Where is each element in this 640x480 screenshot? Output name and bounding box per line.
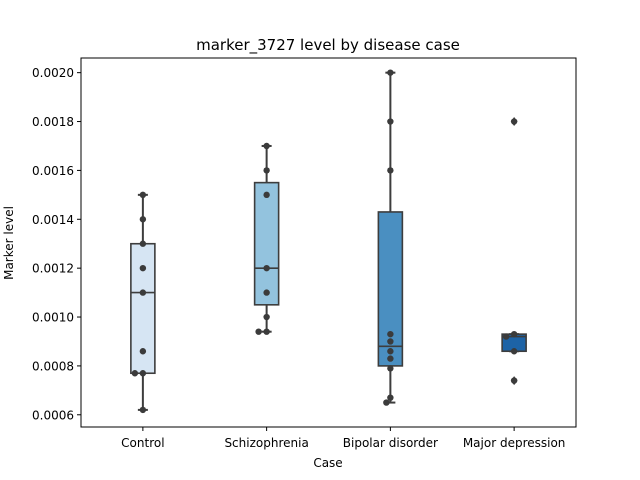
data-point-group — [131, 191, 147, 414]
y-tick-label: 0.0016 — [32, 164, 74, 178]
data-point — [139, 191, 147, 199]
data-point — [139, 370, 147, 377]
data-point — [510, 377, 518, 384]
data-point — [387, 338, 394, 345]
data-point — [139, 289, 147, 296]
y-axis-label: Marker level — [2, 206, 16, 280]
data-point — [263, 289, 270, 296]
x-axis-label: Case — [313, 456, 342, 470]
data-point — [139, 264, 147, 272]
y-tick-label: 0.0020 — [32, 66, 74, 80]
data-point — [510, 330, 518, 338]
x-tick-label: Bipolar disorder — [343, 436, 438, 450]
y-tick-label: 0.0018 — [32, 115, 74, 129]
data-point — [263, 191, 270, 199]
data-point-group — [383, 69, 394, 406]
y-axis: 0.0006 0.0008 0.0010 0.0012 0.0014 0.0016 0.00… — [32, 66, 81, 422]
data-point — [387, 118, 394, 125]
data-point — [263, 313, 270, 321]
y-tick-label: 0.0008 — [32, 359, 74, 373]
data-point-group — [502, 118, 518, 384]
y-tick-label: 0.0012 — [32, 262, 74, 276]
data-point — [387, 69, 394, 76]
data-point — [131, 370, 139, 377]
data-point — [263, 264, 270, 272]
plot-area — [130, 69, 527, 414]
data-point — [139, 240, 147, 247]
y-tick-label: 0.0010 — [32, 311, 74, 325]
x-tick-label: Schizophrenia — [224, 436, 308, 450]
data-point — [510, 348, 518, 355]
data-point — [263, 167, 270, 174]
data-point — [387, 330, 394, 338]
data-point-group — [255, 142, 270, 335]
x-tick-label: Major depression — [463, 436, 566, 450]
data-point — [510, 118, 518, 125]
box-group — [253, 144, 280, 333]
x-axis: Control Schizophrenia Bipolar disorder Majo… — [121, 427, 565, 450]
data-point — [139, 348, 147, 355]
data-point — [502, 333, 510, 340]
box-body — [253, 181, 280, 306]
data-point — [387, 365, 394, 372]
y-tick-label: 0.0014 — [32, 213, 74, 227]
data-point — [383, 399, 390, 406]
data-point — [387, 355, 394, 362]
plot-frame — [80, 57, 577, 428]
data-point — [139, 216, 147, 223]
chart-title: marker_3727 level by disease case — [196, 36, 460, 55]
data-point — [263, 142, 270, 150]
x-tick-label: Control — [121, 436, 164, 450]
data-point — [255, 328, 262, 335]
data-point — [387, 167, 394, 174]
data-point — [387, 348, 394, 355]
y-tick-label: 0.0006 — [32, 408, 74, 422]
data-point — [263, 328, 270, 335]
data-point — [139, 406, 147, 414]
data-point — [387, 394, 394, 401]
